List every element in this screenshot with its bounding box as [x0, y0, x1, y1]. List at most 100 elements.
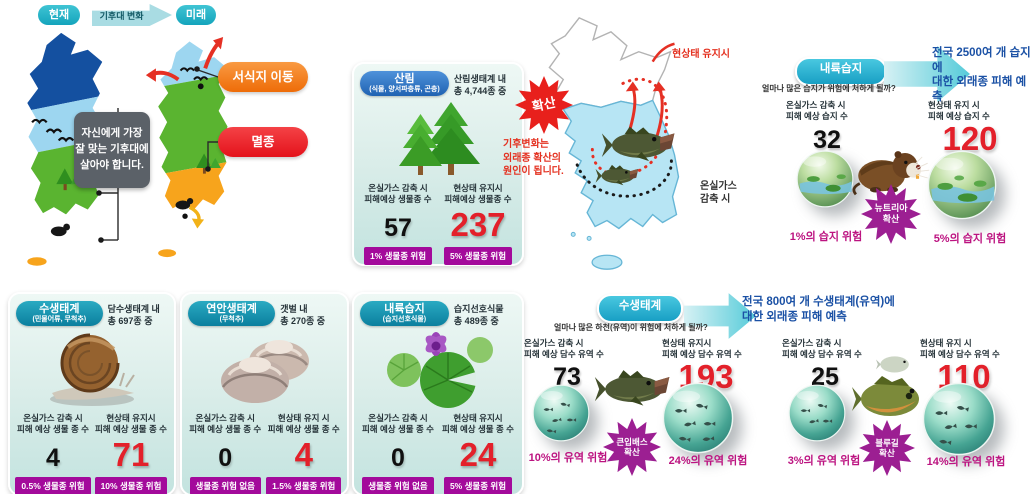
ws-reduce-risk-1: 10%의 유역 위험	[528, 452, 608, 464]
wetland-keep-risk: 5%의 습지 위험	[933, 233, 1007, 245]
coastal-panel-title-pill: 연안생태계 (무척추)	[188, 301, 276, 327]
status-quo-spread-route	[590, 77, 669, 177]
aquatic-panel: 수생태계 (민물어류, 무척추) 담수생태계 내 총 697종 중 온실가스 감…	[8, 292, 176, 494]
watershed-photo-circle	[662, 382, 734, 454]
watershed-photo-circle	[922, 382, 996, 456]
panel-title: 연안생태계	[206, 303, 257, 315]
ws-keep-risk-2: 14%의 유역 위험	[926, 456, 1006, 468]
panel-subtitle: (민물어류, 무척추)	[32, 315, 87, 323]
nutria-spread-burst: 뉴트리아 확산	[860, 184, 922, 244]
spread-cause-caption: 기후변화는 외래종 확산의 원인이 됩니다.	[503, 139, 564, 177]
waterlily-icon	[354, 327, 522, 413]
watershed-photo-circle	[788, 384, 846, 442]
keep-risk-badge: 5% 생물종 위험	[443, 247, 513, 266]
reduce-label: 온실가스 감축 시 피해 예상 생물 종 수	[189, 413, 262, 435]
conifer-trees-icon	[354, 97, 522, 183]
ws-reduce-risk-2: 3%의 유역 위험	[787, 455, 861, 467]
panel-subtitle: (식물, 양서파충류, 곤충)	[369, 85, 440, 93]
animal-icon	[175, 197, 194, 219]
keep-label: 현상태 유지 시 피해 예상 생물 종 수	[267, 413, 340, 435]
current-label-pill: 현재	[38, 5, 80, 25]
reduce-risk-badge: 생물종 위험 없음	[189, 477, 261, 494]
inland-panel-title-pill: 내륙습지 (습지선호식물)	[360, 301, 449, 327]
watershed-headline: 전국 800여 개 수생태계(유역)에 대한 외래종 피해 예측	[742, 296, 895, 323]
bluegill-burst-label: 블루길 확산	[875, 437, 899, 458]
wetland-question: 얼마나 많은 습지가 위험에 처하게 될까?	[762, 84, 896, 93]
reduce-risk-badge: 1% 생물종 위험	[363, 247, 433, 266]
wetland-photo-circle	[796, 150, 854, 208]
migratory-birds-icon	[179, 67, 209, 82]
reduce-label: 온실가스 감축 시 피해 예상 생물 종 수	[361, 413, 434, 435]
watershed-photo-circle	[532, 384, 590, 442]
lotus-flower	[425, 332, 447, 357]
wetland-section-title-pill: 내륙습지	[795, 57, 887, 86]
aquatic-panel-title-pill: 수생태계 (민물어류, 무척추)	[16, 301, 103, 327]
wetland-reduce-value: 32	[813, 126, 841, 154]
animal-icon	[50, 223, 70, 237]
forest-panel: 산림 (식물, 양서파충류, 곤충) 산림생태계 내 총 4,744종 중 온실…	[352, 62, 524, 266]
bluegill-fish-icon	[852, 356, 919, 416]
wetland-keep-value: 120	[942, 120, 998, 157]
spread-burst-icon: 확산	[512, 76, 576, 134]
coastal-panel: 연안생태계 (무척추) 갯벌 내 총 270종 중	[180, 292, 349, 494]
keep-risk-badge: 1.5% 생물종 위험	[266, 477, 342, 494]
keep-risk-badge: 5% 생물종 위험	[443, 477, 513, 494]
habitat-move-pill: 서식지 이동	[218, 62, 308, 92]
south-korea-map	[548, 17, 680, 270]
ws-keep-label-2: 현상태 유지 시 피해 예상 담수 유역 수	[920, 338, 1000, 360]
panel-subtitle: (무척추)	[219, 315, 244, 323]
panel-title: 수생태계	[39, 303, 80, 315]
future-label-pill: 미래	[176, 5, 216, 25]
panel-subtitle: (습지선호식물)	[382, 315, 427, 323]
extinction-pill: 멸종	[218, 127, 308, 157]
keep-risk-badge: 10% 생물종 위험	[94, 477, 168, 494]
mitigation-route-label: 온실가스 감축 시	[700, 181, 737, 205]
reduce-label: 온실가스 감축 시 피해예상 생물종 수	[364, 183, 432, 205]
keep-label: 현상태 유지시 피해 예상 생물 종 수	[94, 413, 167, 435]
ws-keep-risk-1: 24%의 유역 위험	[668, 455, 748, 467]
panel-title: 산림	[394, 73, 415, 85]
ws-reduce-label-2: 온실가스 감축 시 피해 예상 담수 유역 수	[782, 338, 862, 360]
watershed-question: 얼마나 많은 하천(유역)이 위험에 처하게 될까?	[554, 323, 708, 332]
reduce-value: 0	[218, 444, 233, 473]
keep-label: 현상태 유지시 피해 예상 생물 종 수	[441, 413, 514, 435]
ws-reduce-label-1: 온실가스 감축 시 피해 예상 담수 유역 수	[524, 338, 604, 360]
panel-title: 내륙습지	[384, 303, 425, 315]
advice-speech-bubble: 자신에게 가장 잘 맞는 기후대에 살아야 합니다.	[74, 112, 150, 188]
migratory-birds-icon	[31, 118, 75, 143]
ws-keep-label-1: 현상태 유지시 피해 예상 담수 유역 수	[662, 338, 742, 360]
reduce-value: 4	[46, 444, 60, 473]
reduce-value: 0	[391, 444, 405, 473]
species-total: 갯벌 내 총 270종 중	[280, 304, 326, 327]
wetland-headline: 전국 2500여 개 습지에 대한 외래종 피해 예측	[932, 47, 1031, 104]
reduce-label: 온실가스 감축 시 피해 예상 생물 종 수	[16, 413, 89, 435]
keep-value: 71	[112, 436, 150, 474]
species-total: 담수생태계 내 총 697종 중	[107, 304, 160, 327]
bluegill-spread-burst: 블루길 확산	[858, 420, 916, 476]
snail-icon	[10, 327, 174, 413]
climate-change-arrow-label: 기후대 변화	[99, 10, 144, 21]
bass-burst-label: 큰입배스 확산	[616, 436, 648, 457]
reduce-risk-badge: 0.5% 생물종 위험	[15, 477, 91, 494]
inland-wetland-panel: 내륙습지 (습지선호식물) 습지선호식물 총 489종 중	[352, 292, 524, 494]
keep-label: 현상태 유지시 피해예상 생물종 수	[444, 183, 512, 205]
wetland-reduce-risk: 1%의 습지 위험	[789, 231, 863, 243]
keep-value: 237	[450, 206, 506, 244]
keep-value: 24	[459, 436, 497, 474]
reduce-risk-badge: 생물종 위험 없음	[362, 477, 434, 494]
forest-panel-title-pill: 산림 (식물, 양서파충류, 곤충)	[360, 71, 449, 97]
nutria-burst-label: 뉴트리아 확산	[874, 203, 908, 224]
species-total: 산림생태계 내 총 4,744종 중	[453, 74, 507, 97]
status-quo-route-label: 현상태 유지시	[672, 49, 730, 60]
reduce-value: 57	[384, 214, 412, 243]
wetland-photo-circle	[927, 150, 997, 220]
wetland-reduce-label: 온실가스 감축 시 피해 예상 습지 수	[786, 100, 848, 122]
wetland-keep-label: 현상태 유지 시 피해 예상 습지 수	[928, 100, 990, 122]
watershed-section-title-pill: 수생태계	[597, 294, 683, 323]
keep-value: 4	[294, 436, 313, 474]
mitigation-spread-route	[575, 153, 673, 198]
bass-spread-burst: 큰입배스 확산	[602, 418, 662, 476]
clam-icon	[182, 327, 347, 413]
species-total: 습지선호식물 총 489종 중	[453, 304, 504, 327]
